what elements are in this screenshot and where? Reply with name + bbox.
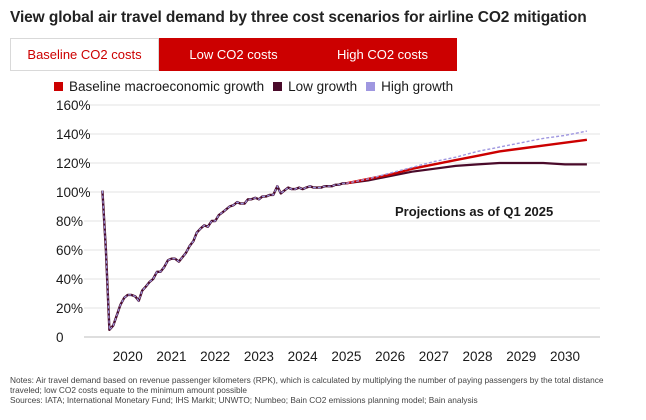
series-line-low-growth <box>346 161 587 185</box>
tab-baseline-co2-costs[interactable]: Baseline CO2 costs <box>10 38 159 71</box>
x-tick-label: 2024 <box>288 349 319 364</box>
series-lines <box>101 130 588 332</box>
x-tick-label: 2030 <box>550 349 580 364</box>
tab-high-co2-costs[interactable]: High CO2 costs <box>308 38 457 71</box>
x-axis-tick-labels: 2020 2021 2022 2023 2024 2025 2026 2027 2028 2029… <box>113 349 580 364</box>
grid-lines <box>84 104 600 338</box>
legend-swatch-baseline <box>54 82 63 91</box>
y-tick-label: 120% <box>56 156 91 171</box>
projection-annotation: Projections as of Q1 2025 <box>395 204 553 219</box>
chart-notes: Notes: Air travel demand based on revenu… <box>10 375 635 405</box>
legend-item-baseline: Baseline macroeconomic growth <box>54 79 264 94</box>
y-tick-label: 100% <box>56 185 91 200</box>
x-tick-label: 2027 <box>419 349 449 364</box>
legend-label-baseline: Baseline macroeconomic growth <box>69 79 265 94</box>
y-tick-label: 20% <box>56 301 83 316</box>
y-tick-label: 40% <box>56 272 83 287</box>
scenario-tabs: Baseline CO2 costs Low CO2 costs High CO… <box>10 38 457 71</box>
chart-legend: Baseline macroeconomic growth Low growth… <box>54 79 462 94</box>
x-tick-label: 2025 <box>331 349 361 364</box>
y-tick-label: 140% <box>56 127 91 142</box>
y-tick-label: 160% <box>56 98 91 113</box>
legend-label-low: Low growth <box>288 79 358 94</box>
series-line-baseline <box>346 138 588 185</box>
x-tick-label: 2020 <box>113 349 143 364</box>
history-line-overlay <box>101 182 347 332</box>
y-tick-label: 0 <box>56 330 64 345</box>
legend-swatch-high <box>366 82 376 91</box>
x-tick-label: 2026 <box>375 349 405 364</box>
x-tick-label: 2022 <box>200 349 230 364</box>
series-line-high-growth <box>346 130 588 184</box>
x-tick-label: 2029 <box>506 349 536 364</box>
legend-swatch-low <box>273 82 283 91</box>
legend-item-high: High growth <box>366 79 453 94</box>
notes-text: Notes: Air travel demand based on revenu… <box>10 375 604 395</box>
line-chart: 020%40%60%80%100%120%140%160% 2020 2021 20… <box>56 98 600 364</box>
x-tick-label: 2023 <box>244 349 274 364</box>
y-tick-label: 80% <box>56 214 83 229</box>
x-tick-label: 2021 <box>156 349 186 364</box>
legend-label-high: High growth <box>381 79 454 94</box>
tab-low-co2-costs[interactable]: Low CO2 costs <box>159 38 308 71</box>
legend-item-low: Low growth <box>273 79 357 94</box>
sources-text: Sources: IATA; International Monetary Fu… <box>10 395 478 405</box>
y-axis-tick-labels: 0 20% 40% 60% 80% 100% 120% 140% 160% <box>56 98 91 345</box>
page-title: View global air travel demand by three c… <box>10 9 587 26</box>
y-tick-label: 60% <box>56 243 83 258</box>
x-tick-label: 2028 <box>463 349 493 364</box>
